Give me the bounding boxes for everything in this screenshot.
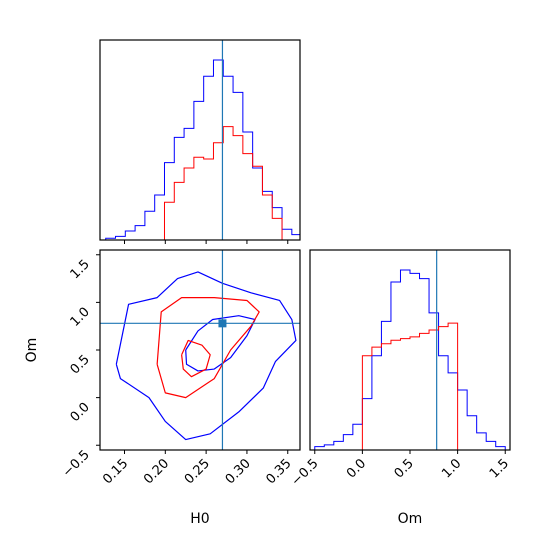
joint-truth-marker: [218, 319, 227, 328]
h0-hist-series-2: [163, 126, 283, 240]
om-x-tick-label: 1.5: [487, 456, 512, 481]
joint-y-tick-label: 0.5: [68, 352, 93, 377]
y-axis-label-om: Om: [24, 338, 40, 363]
joint-y-tick-label: −0.5: [60, 447, 93, 480]
joint-x-tick-label: 0.35: [264, 456, 295, 487]
h0-marginal-frame: [99, 39, 301, 241]
joint-frame: [99, 249, 301, 451]
h0-hist-series-1: [100, 59, 300, 240]
joint-y-tick-label: 1.0: [68, 305, 93, 330]
x-axis-label-h0: H0: [190, 511, 209, 527]
om-x-tick-label: 0.0: [344, 456, 369, 481]
om-x-tick-label: −0.5: [289, 456, 322, 489]
om-hist-series-2: [361, 322, 459, 450]
joint-x-tick-label: 0.15: [100, 456, 131, 487]
om-hist-series-1: [314, 269, 506, 450]
joint-x-tick-label: 0.25: [182, 456, 213, 487]
om-x-tick-label: 1.0: [439, 456, 464, 481]
contour-0000ff-outer: [115, 271, 297, 441]
x-axis-label-om: Om: [398, 511, 423, 527]
joint-panel: [100, 250, 300, 450]
om-x-tick-label: 0.5: [392, 456, 417, 481]
contour-ff0000-outer: [156, 297, 260, 399]
joint-x-tick-label: 0.30: [223, 456, 254, 487]
h0-marginal-panel: [100, 40, 300, 240]
joint-x-tick-label: 0.20: [141, 456, 172, 487]
joint-y-tick-label: 1.5: [68, 257, 93, 282]
om-marginal-panel: [314, 250, 506, 450]
om-marginal-frame: [309, 249, 511, 451]
contour-ff0000-inner: [181, 339, 211, 378]
joint-y-tick-label: 0.0: [68, 400, 93, 425]
